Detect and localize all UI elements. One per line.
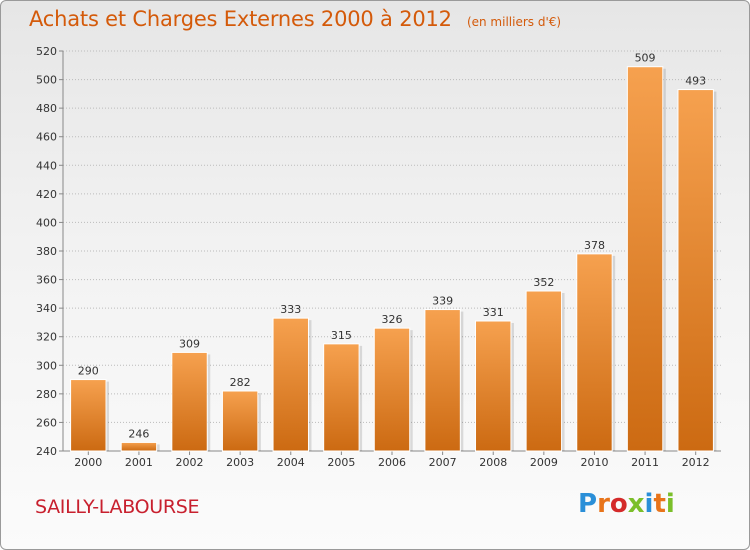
data-label: 282 [230, 376, 251, 389]
data-label: 509 [635, 52, 656, 65]
logo-letter: x [627, 489, 645, 519]
y-tick-label: 320 [36, 331, 57, 344]
title-row: Achats et Charges Externes 2000 à 2012 (… [29, 7, 561, 31]
y-tick-label: 480 [36, 102, 57, 115]
bar-2004 [272, 317, 309, 452]
commune-name: SAILLY-LABOURSE [35, 496, 200, 518]
y-tick-label: 440 [36, 159, 57, 172]
y-tick-label: 260 [36, 416, 57, 429]
x-tick-label: 2010 [580, 456, 608, 469]
data-label: 352 [533, 276, 554, 289]
y-tick-label: 520 [36, 45, 57, 58]
bar-2000 [70, 379, 107, 452]
logo-letter: o [609, 489, 628, 519]
logo-letter: i [644, 489, 654, 519]
x-tick-label: 2003 [226, 456, 254, 469]
y-tick-label: 340 [36, 302, 57, 315]
data-label: 246 [128, 427, 149, 440]
proxiti-logo[interactable]: Proxiti [578, 489, 675, 519]
data-label: 378 [584, 239, 605, 252]
y-tick-label: 360 [36, 274, 57, 287]
x-tick-label: 2012 [682, 456, 710, 469]
data-label: 290 [78, 365, 99, 378]
data-label: 493 [685, 75, 706, 88]
data-label: 331 [483, 306, 504, 319]
x-tick-label: 2004 [277, 456, 305, 469]
x-tick-label: 2011 [631, 456, 659, 469]
x-tick-label: 2006 [378, 456, 406, 469]
y-tick-label: 300 [36, 359, 57, 372]
y-tick-label: 380 [36, 245, 57, 258]
bar-2003 [221, 390, 259, 452]
y-tick-label: 240 [36, 445, 57, 458]
chart-subtitle: (en milliers d'€) [466, 15, 562, 29]
bar-2001 [120, 441, 158, 452]
logo-letter: i [665, 489, 675, 519]
x-tick-label: 2002 [176, 456, 204, 469]
y-tick-label: 500 [36, 74, 57, 87]
y-tick-label: 460 [36, 131, 57, 144]
bar-2007 [424, 309, 461, 452]
x-tick-label: 2007 [429, 456, 457, 469]
x-tick-label: 2000 [74, 456, 102, 469]
bar-2012 [677, 89, 714, 452]
bar-layer [70, 66, 717, 452]
x-tick-label: 2008 [479, 456, 507, 469]
data-label: 315 [331, 329, 352, 342]
chart-title: Achats et Charges Externes 2000 à 2012 [29, 7, 452, 31]
bar-2010 [576, 253, 613, 452]
x-tick-label: 2001 [125, 456, 153, 469]
bar-2006 [373, 327, 411, 452]
data-label: 339 [432, 295, 453, 308]
data-label: 309 [179, 337, 200, 350]
bar-2005 [323, 343, 360, 452]
bar-2011 [626, 66, 664, 452]
label-layer: 290 246 309 282 333 315 326 339 331 352 378 509 493 [78, 52, 706, 441]
x-tick-label: 2009 [530, 456, 558, 469]
logo-letter: P [578, 489, 598, 519]
bar-2008 [475, 320, 512, 452]
bar-2002 [171, 351, 208, 452]
y-tick-label: 280 [36, 388, 57, 401]
x-tick-label: 2005 [327, 456, 355, 469]
data-label: 326 [382, 313, 403, 326]
logo-letter: t [653, 489, 666, 519]
data-label: 333 [280, 303, 301, 316]
logo-letter: r [597, 489, 610, 519]
axis-layer: 240 260 280 300 320 340 360 380 400 420 440 460 480 5… [36, 45, 721, 469]
y-tick-label: 400 [36, 216, 57, 229]
bar-2009 [525, 290, 563, 452]
y-tick-label: 420 [36, 188, 57, 201]
